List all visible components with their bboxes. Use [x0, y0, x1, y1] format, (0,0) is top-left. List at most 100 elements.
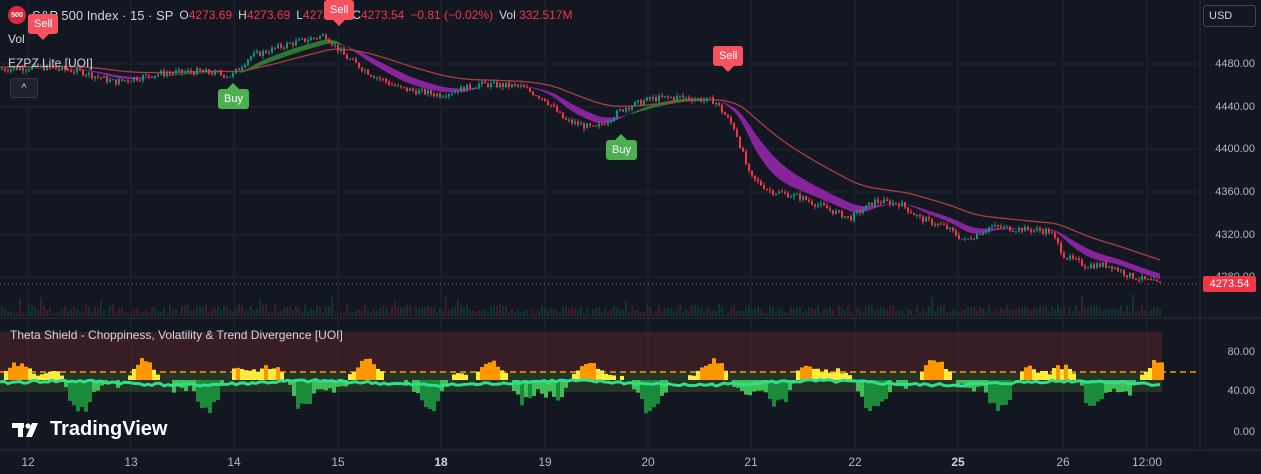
volume-bar	[277, 311, 279, 316]
tradingview-wordmark: TradingView	[50, 418, 168, 440]
trend-band-segment	[816, 186, 818, 198]
volume-bar	[946, 312, 948, 316]
trend-band-segment	[746, 119, 748, 135]
volume-bar	[259, 298, 261, 316]
trend-band-segment	[946, 216, 948, 222]
trend-band-segment	[922, 208, 924, 212]
trend-band-segment	[284, 51, 286, 58]
volume-bar	[1066, 313, 1068, 316]
trend-band-segment	[546, 90, 548, 94]
volume-bar	[460, 305, 462, 316]
symbol-name[interactable]: S&P 500 Index · 15 · SP	[32, 7, 174, 23]
trend-band-segment	[1078, 243, 1080, 252]
trend-band-segment	[994, 228, 996, 231]
trend-band-segment	[926, 209, 928, 214]
buy-signal[interactable]: Buy	[606, 134, 637, 160]
volume-bar	[364, 304, 366, 316]
trend-band-segment	[844, 200, 846, 210]
candle-body	[250, 56, 252, 60]
candle-body	[778, 191, 780, 194]
oscillator-title[interactable]: Theta Shield - Choppiness, Volatility & …	[10, 328, 343, 342]
candle-body	[967, 238, 969, 240]
ezpz-indicator-legend[interactable]: EZPZ Lite [UOI]	[8, 56, 93, 70]
candle-body	[469, 84, 471, 89]
osc-upper-fill	[692, 375, 696, 380]
trend-band-segment	[950, 217, 952, 224]
osc-upper-fill	[600, 370, 604, 380]
trend-band-segment	[1124, 261, 1126, 268]
volume-bar	[13, 312, 15, 316]
volume-bar	[763, 312, 765, 316]
candle-body	[883, 199, 885, 204]
trend-band-segment	[390, 66, 392, 76]
osc-lower-fill	[900, 380, 904, 386]
volume-bar	[913, 313, 915, 316]
osc-upper-fill	[8, 367, 12, 380]
volume-bar	[967, 306, 969, 316]
trend-band-segment	[198, 72, 200, 74]
osc-lower-fill	[528, 380, 532, 399]
candle-body	[895, 202, 897, 204]
volume-bar	[493, 305, 495, 316]
candle-body	[940, 223, 942, 225]
candle-body	[115, 79, 117, 85]
ezpz-indicator-label[interactable]: EZPZ Lite [UOI]	[8, 56, 93, 70]
osc-lower-fill	[748, 380, 752, 396]
collapse-legend-button[interactable]: ^	[10, 78, 38, 98]
volume-bar	[445, 296, 447, 316]
candle-body	[142, 75, 144, 81]
volume-bar	[244, 310, 246, 316]
volume-indicator-label[interactable]: Vol	[8, 32, 25, 46]
buy-signal[interactable]: Buy	[218, 83, 249, 109]
tradingview-logo[interactable]: TradingView	[12, 418, 167, 441]
candle-body	[595, 125, 597, 127]
candle-body	[160, 70, 162, 75]
volume-bar	[748, 304, 750, 316]
trend-band-segment	[872, 205, 874, 210]
candle-body	[922, 216, 924, 222]
volume-bar	[283, 307, 285, 316]
volume-bar	[280, 310, 282, 316]
sell-signal[interactable]: Sell	[324, 0, 355, 26]
sell-signal[interactable]: Sell	[28, 14, 59, 40]
trend-band-segment	[958, 221, 960, 228]
volume-bar	[736, 310, 738, 316]
volume-bar	[490, 306, 492, 316]
candle-body	[520, 85, 522, 87]
volume-bar	[103, 310, 105, 316]
volume-bar	[163, 307, 165, 316]
trend-band-segment	[574, 104, 576, 114]
trend-band-segment	[290, 49, 292, 56]
trend-band-segment	[938, 213, 940, 219]
osc-upper-fill	[1140, 374, 1144, 380]
symbol-legend[interactable]: 500 S&P 500 Index · 15 · SP O4273.69 H42…	[8, 6, 572, 24]
volume-bar	[442, 310, 444, 316]
volume-bar	[517, 308, 519, 316]
trend-band-segment	[262, 59, 264, 66]
volume-indicator-legend[interactable]: Vol	[8, 32, 25, 46]
candle-body	[841, 210, 843, 218]
volume-bar	[232, 311, 234, 316]
volume-bar	[466, 304, 468, 316]
candle-body	[502, 83, 504, 87]
trend-band-segment	[302, 45, 304, 52]
candle-body	[523, 85, 525, 88]
candle-body	[169, 73, 171, 75]
sell-signal[interactable]: Sell	[713, 46, 744, 72]
volume-bar	[298, 307, 300, 316]
volume-bar	[325, 306, 327, 316]
candle-body	[193, 72, 195, 75]
volume-bar	[535, 313, 537, 316]
volume-bar	[307, 311, 309, 316]
osc-lower-fill	[784, 380, 788, 403]
price-axis-label: 4360.00	[1215, 186, 1255, 198]
currency-selector[interactable]: USD	[1203, 5, 1256, 27]
osc-lower-fill	[888, 380, 892, 393]
time-axis-label: 18	[434, 455, 448, 469]
osc-lower-fill	[764, 380, 768, 393]
volume-bar	[247, 311, 249, 316]
osc-upper-fill	[1064, 364, 1068, 380]
candle-body	[409, 88, 411, 91]
